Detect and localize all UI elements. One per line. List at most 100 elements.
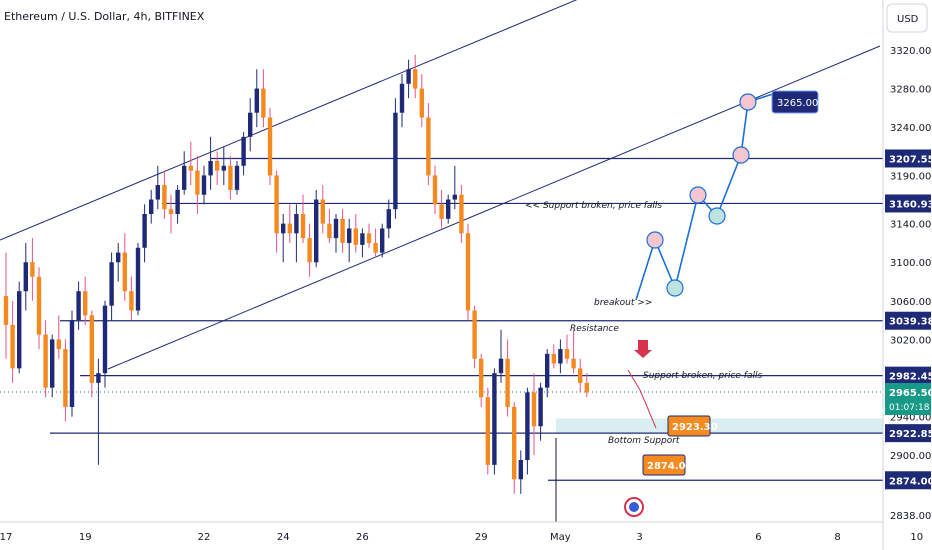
candle	[122, 233, 127, 301]
target-price-badge	[771, 90, 819, 114]
candle-body	[208, 160, 213, 176]
candle-body	[333, 218, 339, 239]
candle-body	[294, 214, 299, 234]
candle-body	[314, 199, 319, 263]
candle-body	[228, 165, 233, 190]
y-tick-label: 3280.00	[890, 85, 931, 96]
candle-body	[386, 209, 391, 229]
candle	[248, 98, 253, 152]
candle-body	[419, 88, 424, 118]
candle	[505, 339, 510, 417]
candle	[320, 185, 325, 234]
candle	[36, 267, 42, 350]
x-tick-label: 19	[79, 532, 92, 543]
candle	[360, 228, 365, 258]
candle-body	[3, 296, 9, 325]
candle-body	[571, 358, 576, 369]
annotation-support-broken-right: Support broken, price falls	[643, 371, 762, 381]
candle-body	[83, 291, 88, 316]
candle	[426, 103, 431, 186]
forecast-point	[666, 279, 684, 297]
candle-body	[578, 368, 583, 383]
candle	[465, 223, 471, 321]
candle	[327, 209, 332, 243]
annotation-support-broken-left: << Support broken, price falls	[525, 201, 662, 211]
candle-body	[241, 136, 246, 166]
candle-body	[492, 373, 497, 465]
level-axis-badge	[885, 471, 931, 490]
candle	[498, 329, 504, 383]
candle-body	[17, 291, 22, 369]
candle-body	[564, 349, 570, 359]
forecast-point	[739, 93, 757, 111]
x-tick-label: May	[550, 532, 571, 543]
bottom-support-zone	[556, 418, 883, 434]
candle	[353, 214, 358, 253]
x-tick-label: 17	[0, 532, 12, 543]
y-tick-label: 2940.00	[890, 413, 931, 424]
candle	[432, 165, 438, 215]
candle-body	[168, 209, 174, 215]
candle	[419, 74, 424, 128]
candle-countdown-label: 01:07:18	[889, 403, 930, 413]
candle	[578, 358, 583, 393]
candle-body	[195, 170, 200, 195]
candle	[17, 281, 22, 374]
candle	[366, 223, 372, 248]
level-axis-label: 2982.45	[889, 372, 932, 383]
candle-body	[50, 339, 55, 388]
level-axis-badge	[885, 366, 931, 385]
candle-body	[525, 392, 530, 461]
candle	[479, 353, 484, 407]
forecast-point	[689, 186, 707, 204]
candle-body	[551, 353, 556, 364]
candle-body	[432, 175, 438, 205]
candle	[584, 373, 589, 398]
candle	[50, 334, 55, 398]
candle-body	[393, 112, 398, 210]
candle	[175, 185, 180, 224]
target-price-badge-label: 3265.00	[777, 98, 818, 109]
orange-price-badge-label: 2923.30	[672, 422, 718, 433]
candle	[69, 310, 75, 417]
candle-body	[10, 324, 15, 369]
candle-body	[380, 228, 385, 253]
candle	[459, 185, 464, 243]
candle-body	[162, 185, 167, 210]
x-tick-label: 26	[356, 532, 369, 543]
candle-body	[512, 406, 517, 480]
candle-body	[89, 315, 94, 383]
candle	[558, 339, 563, 374]
candle	[234, 160, 240, 195]
candle-body	[116, 252, 121, 263]
candle	[393, 98, 398, 219]
x-tick-label: 29	[475, 532, 488, 543]
candle-body	[261, 88, 266, 118]
candle-body	[406, 69, 411, 84]
candle	[399, 74, 405, 128]
candle	[162, 170, 167, 219]
candle-body	[366, 233, 372, 243]
candle	[168, 194, 174, 234]
candle	[3, 252, 9, 359]
candle	[281, 214, 286, 263]
candle	[76, 281, 81, 330]
candle-body	[122, 252, 127, 292]
candle	[96, 358, 101, 465]
candle-body	[373, 242, 378, 253]
candle	[267, 107, 273, 186]
orange-price-badge-label: 2874.00	[647, 461, 693, 472]
candle	[142, 204, 147, 263]
candle-body	[584, 382, 589, 393]
annotation-breakout: breakout >>	[594, 298, 652, 308]
y-tick-label: 3190.00	[890, 171, 931, 182]
level-axis-badge	[885, 424, 931, 443]
candle-body	[327, 223, 332, 239]
candle-body	[254, 88, 259, 113]
candle-body	[472, 310, 477, 359]
currency-button	[886, 3, 928, 33]
candle-body	[182, 165, 187, 190]
annotation-resistance: Resistance	[570, 324, 619, 334]
